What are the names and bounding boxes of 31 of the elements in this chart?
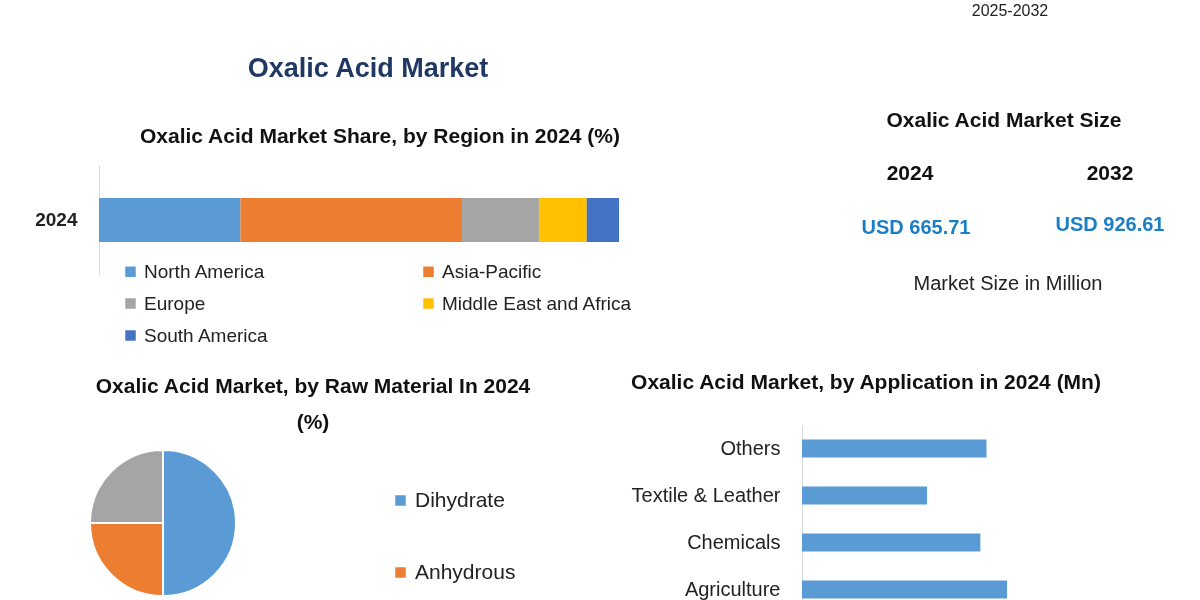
legend-label: Middle East and Africa xyxy=(442,292,632,314)
bar xyxy=(461,198,539,242)
bar xyxy=(802,580,1007,599)
text: 2025-2032 xyxy=(970,1,1050,21)
chart-title: Oxalic Acid Market, by Raw Material In 2024 (%) xyxy=(94,373,532,435)
legend-label: Dihydrate xyxy=(415,487,505,511)
text: USD 926.61 xyxy=(1055,213,1165,235)
legend-label: Europe xyxy=(144,292,206,314)
y-tick-label: Agriculture xyxy=(684,577,781,600)
legend-label: North America xyxy=(144,260,265,282)
text: Oxalic Acid Market Size xyxy=(885,107,1123,133)
category-label: 2024 xyxy=(885,160,935,186)
chart-title: Oxalic Acid Market Share, by Region in 2024 (%) xyxy=(138,123,621,149)
text: USD 665.71 xyxy=(861,216,971,238)
bar xyxy=(802,533,981,552)
text: Oxalic Acid Market xyxy=(246,52,490,85)
category-label: 2032 xyxy=(1085,160,1135,186)
legend-label: Anhydrous xyxy=(415,559,516,583)
legend-label: South America xyxy=(144,324,268,346)
bar xyxy=(802,439,987,458)
bar xyxy=(538,198,587,242)
text: Market Size in Million xyxy=(912,272,1104,294)
bar xyxy=(802,486,928,505)
legend-label: Asia-Pacific xyxy=(442,260,542,282)
bar xyxy=(586,198,619,242)
bar xyxy=(99,198,241,242)
y-tick-label: Textile & Leather xyxy=(631,483,781,506)
y-tick-label: Others xyxy=(720,436,781,459)
chart-title: Oxalic Acid Market, by Application in 2024 (Mn) xyxy=(630,369,1102,395)
bar xyxy=(240,198,462,242)
y-tick-label: Chemicals xyxy=(687,530,781,553)
